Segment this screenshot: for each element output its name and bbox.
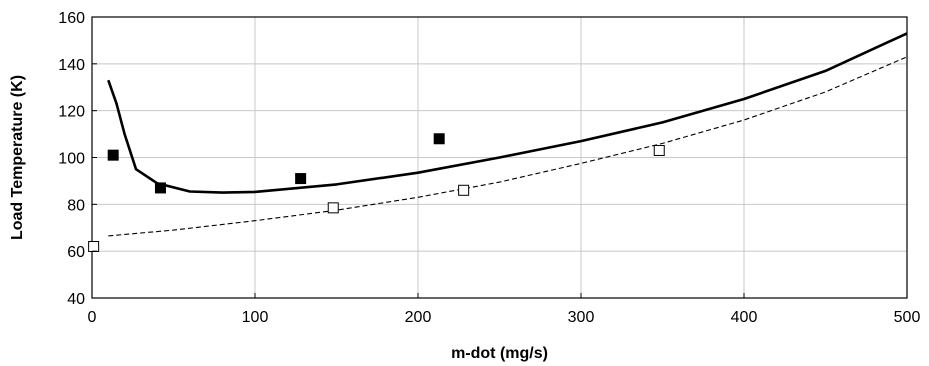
x-tick-label: 0 [88, 309, 97, 326]
y-tick-label: 120 [58, 104, 85, 121]
solid-curve [107, 32, 908, 194]
open-square-marker [88, 240, 100, 252]
x-tick-label: 100 [242, 309, 269, 326]
y-tick-label: 60 [67, 244, 85, 261]
ticks: 0 100 200 300 400 500 40 60 80 100 120 140 160 [58, 10, 920, 326]
open-square-marker [653, 144, 665, 156]
series-layer [88, 32, 908, 252]
filled-square-marker [295, 173, 307, 185]
dashed-curve [108, 56, 908, 237]
y-tick-label: 140 [58, 57, 85, 74]
open-square-marker [458, 184, 470, 196]
y-axis-title: Load Temperature (K) [9, 75, 26, 240]
x-axis-title: m-dot (mg/s) [451, 345, 548, 362]
y-tick-label: 100 [58, 151, 85, 168]
filled-square-marker [154, 182, 166, 194]
filled-square-marker [433, 133, 445, 145]
x-tick-label: 300 [568, 309, 595, 326]
y-tick-label: 160 [58, 10, 85, 27]
x-tick-label: 200 [405, 309, 432, 326]
open-square-marker [327, 202, 339, 214]
y-tick-label: 80 [67, 197, 85, 214]
y-tick-label: 40 [67, 291, 85, 308]
filled-square-marker [107, 149, 119, 161]
x-tick-label: 500 [894, 309, 921, 326]
x-tick-label: 400 [731, 309, 758, 326]
